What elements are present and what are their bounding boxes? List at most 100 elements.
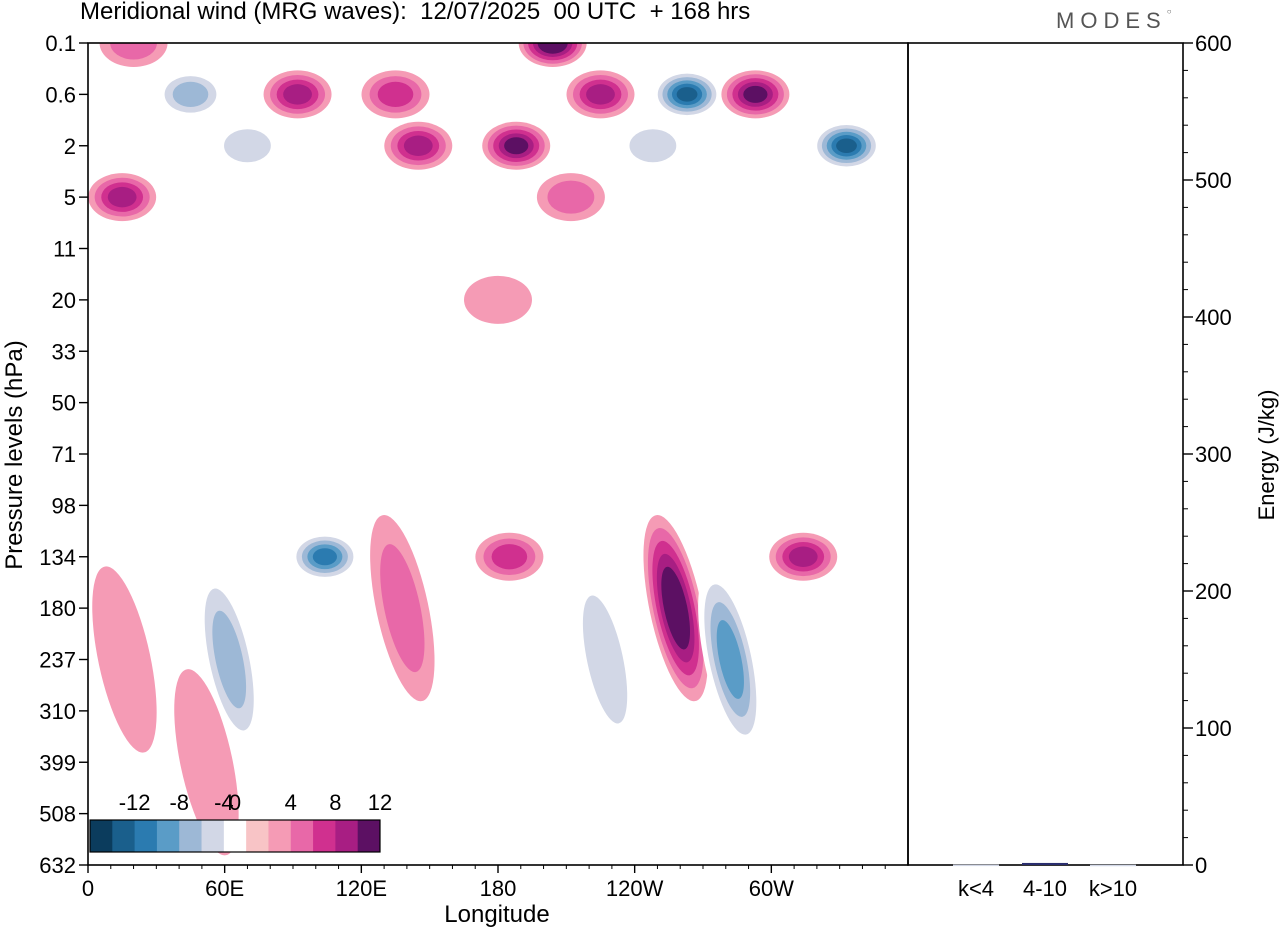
heatmap-feature <box>518 43 587 67</box>
heatmap-feature <box>475 532 544 581</box>
heatmap-contour <box>737 275 806 324</box>
heatmap-feature <box>737 275 806 324</box>
energy-bar <box>1022 862 1068 865</box>
y-tick-label: 5 <box>64 185 76 210</box>
bar-y-tick-label: 400 <box>1195 305 1232 330</box>
heatmap-contour <box>676 87 698 102</box>
energy-bar-chart: k<4 4-10 k>10 0 100 200 300 400 500 600 Energy (J/… <box>907 31 1279 901</box>
x-tick-label: 120E <box>336 876 387 901</box>
colorbar-label: -4 <box>214 790 234 815</box>
heatmap-feature <box>213 121 282 170</box>
heatmap-contour <box>403 135 433 156</box>
y-tick-label: 0.1 <box>45 31 76 56</box>
y-tick-label: 20 <box>52 288 76 313</box>
y-tick-label: 180 <box>39 596 76 621</box>
bar-category-label: k<4 <box>958 876 994 901</box>
bar-y-tick-label: 500 <box>1195 168 1232 193</box>
bar-category-label: 4-10 <box>1023 876 1067 901</box>
registered-mark-icon: ○ <box>1166 6 1172 16</box>
bar-category-label: k>10 <box>1089 876 1137 901</box>
heatmap-feature <box>536 173 605 222</box>
colorbar-label: 4 <box>285 790 297 815</box>
heatmap-contour <box>110 43 157 60</box>
bar-y-tick-label: 0 <box>1195 853 1207 878</box>
colorbar-swatch <box>201 820 225 852</box>
heatmap-contour <box>491 544 528 570</box>
y-tick-label: 33 <box>52 339 76 364</box>
bar-frame <box>907 42 1184 866</box>
x-tick-label: 60W <box>749 876 794 901</box>
heatmap-contour <box>586 84 615 105</box>
colorbar-swatch <box>313 820 336 852</box>
y-tick-label: 50 <box>52 391 76 416</box>
heatmap-feature <box>769 532 838 581</box>
heatmap-contour <box>464 275 532 324</box>
colorbar-label: -8 <box>169 790 189 815</box>
heatmap-feature <box>361 70 430 119</box>
heatmap-contour <box>377 81 414 107</box>
heatmap-contour <box>788 546 818 567</box>
chart-title: Meridional wind (MRG waves): 12/07/2025 … <box>80 0 751 25</box>
colorbar-label: -12 <box>119 790 151 815</box>
heatmap-feature <box>721 70 790 119</box>
heatmap-feature <box>464 275 532 324</box>
heatmap-contour <box>212 610 247 709</box>
heatmap-feature <box>698 566 763 753</box>
y-tick-label: 71 <box>52 442 76 467</box>
heatmap-feature <box>618 121 687 170</box>
colorbar: -12 -8 -40 4 8 12 <box>89 790 392 853</box>
heatmap-feature <box>156 70 225 119</box>
bar-y-tick-label: 300 <box>1195 442 1232 467</box>
heatmap-feature <box>653 70 722 119</box>
y-tick-label: 310 <box>39 699 76 724</box>
y-tick-label: 11 <box>53 237 76 262</box>
heatmap-contour <box>174 669 239 856</box>
y-tick-label: 508 <box>39 802 76 827</box>
heatmap-feature <box>92 566 157 753</box>
y-axis-label: Pressure levels (hPa) <box>1 340 28 569</box>
heatmap-contour <box>172 81 209 107</box>
colorbar-swatch <box>156 820 180 852</box>
heatmap-contour <box>224 129 271 163</box>
colorbar-swatch <box>179 820 203 852</box>
colorbar-swatch <box>357 820 381 852</box>
heatmap-contour <box>582 595 628 724</box>
heatmap-feature <box>290 532 359 581</box>
colorbar-swatch <box>335 820 359 852</box>
bar-y-tick-label: 100 <box>1195 716 1232 741</box>
heatmap-feature <box>643 515 708 702</box>
heatmap-feature <box>572 566 638 753</box>
heatmap-axes: 0.1 0.6 2 5 11 20 33 50 71 98 134 180 237 310 399 508 63… <box>1 31 886 928</box>
heatmap-feature <box>88 173 157 222</box>
heatmap-contour <box>542 43 564 51</box>
heatmap-field <box>88 43 881 856</box>
y-tick-label: 632 <box>39 853 76 878</box>
energy-bar <box>953 864 999 867</box>
bar-y-axis-label: Energy (J/kg) <box>1254 390 1279 521</box>
heatmap-contour <box>836 138 857 154</box>
heatmap-contour <box>716 620 744 699</box>
heatmap-feature <box>812 121 881 170</box>
heatmap-contour <box>743 85 768 103</box>
x-tick-label: 0 <box>82 876 94 901</box>
heatmap-feature <box>197 566 262 753</box>
x-axis-label: Longitude <box>444 901 549 928</box>
heatmap-contour <box>283 84 312 105</box>
colorbar-swatch <box>246 820 269 852</box>
logo-text: MODES <box>1056 8 1167 33</box>
heatmap-feature <box>384 121 453 170</box>
y-tick-label: 134 <box>39 545 76 570</box>
y-tick-label: 399 <box>39 750 76 775</box>
y-tick-label: 237 <box>39 648 76 673</box>
heatmap-contour <box>312 548 337 566</box>
heatmap-contour <box>107 186 137 208</box>
heatmap-contour <box>547 180 595 214</box>
y-tick-label: 2 <box>64 134 76 159</box>
bar-y-tick-label: 600 <box>1195 31 1232 56</box>
heatmap-contour <box>504 137 529 155</box>
x-tick-label: 60E <box>205 876 244 901</box>
heatmap-contour <box>92 566 157 753</box>
heatmap-feature <box>566 70 635 119</box>
colorbar-frame <box>89 819 381 853</box>
